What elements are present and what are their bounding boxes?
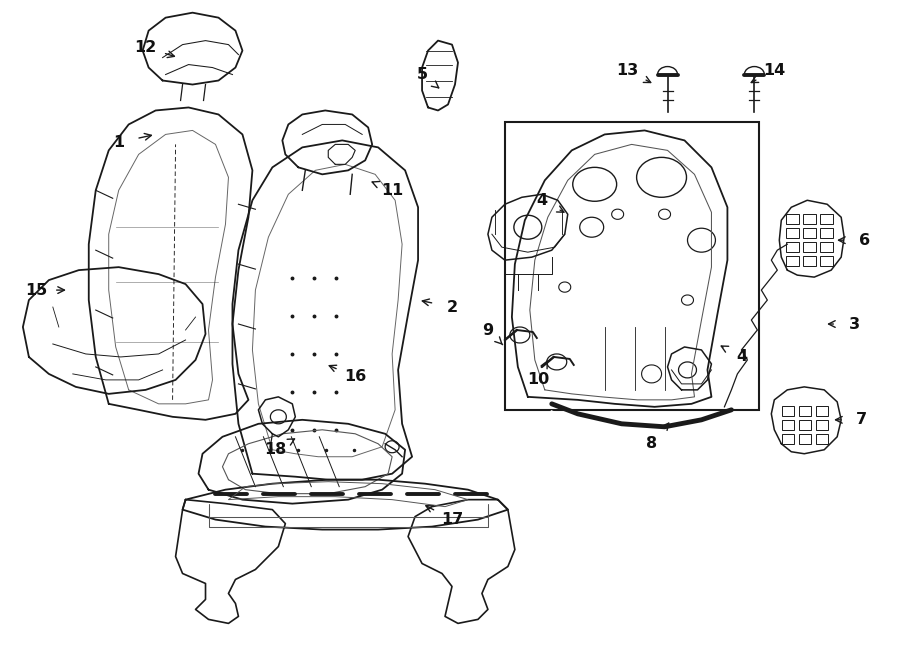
Text: 7: 7 (856, 412, 867, 427)
Text: 2: 2 (446, 299, 457, 314)
Bar (820, 242, 833, 252)
Bar (782, 420, 795, 430)
Text: 14: 14 (763, 63, 786, 78)
Bar (799, 406, 811, 416)
Bar (816, 420, 828, 430)
Text: 3: 3 (849, 316, 859, 332)
Bar (816, 434, 828, 444)
Text: 9: 9 (482, 322, 493, 338)
Text: 13: 13 (616, 63, 639, 78)
Text: 15: 15 (24, 283, 47, 298)
Bar (505, 122, 760, 410)
Bar (820, 256, 833, 266)
Text: 16: 16 (344, 369, 366, 385)
Bar (787, 214, 799, 224)
Bar (804, 242, 816, 252)
Bar (782, 434, 795, 444)
Bar (816, 406, 828, 416)
Text: 1: 1 (113, 135, 124, 150)
Text: 4: 4 (736, 350, 747, 365)
Text: 11: 11 (381, 183, 403, 198)
Text: 17: 17 (441, 512, 464, 527)
Bar (782, 406, 795, 416)
Bar (787, 228, 799, 238)
Text: 5: 5 (417, 67, 428, 82)
Bar (799, 434, 811, 444)
Text: 8: 8 (646, 436, 657, 451)
Bar (820, 214, 833, 224)
Text: 6: 6 (859, 232, 869, 248)
Text: 12: 12 (134, 40, 157, 55)
Text: 10: 10 (526, 373, 549, 387)
Bar (804, 214, 816, 224)
Bar (804, 228, 816, 238)
Bar (820, 228, 833, 238)
Bar (787, 256, 799, 266)
Text: 4: 4 (536, 193, 547, 208)
Bar (804, 256, 816, 266)
Bar (787, 242, 799, 252)
Text: 18: 18 (265, 442, 286, 457)
Bar (799, 420, 811, 430)
